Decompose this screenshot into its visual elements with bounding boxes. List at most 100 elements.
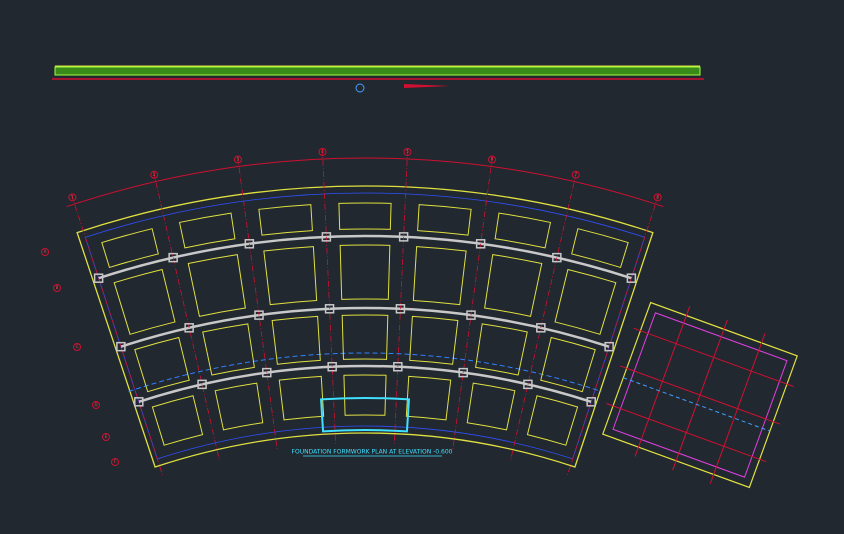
room-outline — [101, 228, 159, 269]
room-outline — [475, 323, 528, 376]
column — [398, 232, 409, 242]
column — [254, 310, 264, 320]
grid-line — [510, 171, 577, 460]
column — [93, 273, 104, 283]
room-outline — [409, 315, 459, 365]
column — [523, 379, 533, 390]
elevation-strip — [52, 65, 704, 93]
room-outline — [338, 202, 392, 230]
column — [168, 252, 178, 263]
room-outline — [466, 382, 516, 431]
column — [586, 397, 596, 407]
column — [536, 323, 546, 333]
beam-arc — [98, 234, 632, 280]
beam-arc — [120, 306, 610, 348]
grid-bubble — [68, 193, 77, 202]
grid-label: 8 — [656, 194, 659, 199]
grid-line — [322, 148, 337, 444]
grid-label: 7 — [574, 172, 577, 177]
stair-core — [319, 396, 411, 433]
room-outline — [571, 228, 629, 269]
room-outline — [263, 246, 318, 306]
room-outline — [412, 246, 467, 306]
room-outline — [258, 204, 313, 236]
grid-label: 3 — [237, 157, 240, 162]
grid-line — [452, 156, 493, 449]
column — [604, 341, 614, 352]
strip-arrow — [404, 84, 450, 88]
grid-label: 4 — [321, 149, 324, 154]
grid-label: A — [44, 249, 47, 254]
room-outline — [151, 395, 204, 446]
block-axis — [623, 377, 771, 432]
column — [466, 310, 476, 320]
block-grid — [633, 327, 794, 387]
grid-bubble — [488, 155, 497, 164]
grid-label: D — [94, 402, 97, 407]
drawing-title: FOUNDATION FORMWORK PLAN AT ELEVATION -0… — [292, 449, 453, 456]
grid-bubble — [318, 147, 327, 156]
block-grid — [709, 333, 766, 485]
grid-bubble — [233, 155, 242, 164]
strip-symbol — [355, 83, 365, 93]
room-outline — [278, 375, 325, 421]
room-outline — [484, 254, 543, 317]
room-outline — [540, 336, 596, 393]
grid-bubble — [41, 248, 49, 256]
room-outline — [113, 268, 176, 335]
column — [552, 252, 562, 263]
room-outline — [178, 212, 236, 249]
column — [262, 367, 272, 378]
block-grid — [672, 319, 728, 471]
room-outline — [417, 204, 472, 236]
room-outline — [554, 268, 617, 335]
room-outline — [343, 374, 387, 416]
grid-line — [393, 148, 408, 444]
grid-line — [237, 156, 278, 449]
column — [197, 379, 207, 390]
room-outline — [202, 323, 255, 376]
grid-bubble — [111, 458, 119, 466]
column — [184, 323, 194, 333]
block-grid — [606, 403, 767, 463]
grid-line — [567, 194, 659, 476]
grid-label: B — [56, 285, 59, 290]
grid-line — [71, 194, 163, 476]
column — [244, 239, 255, 249]
grid-label: C — [76, 344, 79, 349]
grid-label: 1 — [71, 194, 74, 199]
column — [458, 367, 468, 378]
column — [321, 232, 332, 242]
room-outline — [341, 314, 389, 360]
column — [475, 239, 486, 249]
room-outline — [134, 336, 190, 393]
dimension-arc — [66, 157, 664, 208]
room-outline — [214, 382, 264, 431]
column — [134, 397, 144, 407]
room-outline — [187, 254, 246, 317]
column — [324, 304, 335, 314]
plan-outline — [76, 185, 654, 468]
room-outline — [405, 375, 452, 421]
grid-bubble — [92, 401, 100, 409]
room-outline — [494, 212, 552, 249]
room-outline — [526, 395, 579, 446]
block-grid — [634, 305, 691, 457]
grid-label: 5 — [406, 149, 409, 154]
side-block — [601, 301, 799, 489]
grid-label: E — [105, 434, 108, 439]
room-outline — [339, 244, 391, 300]
column — [393, 361, 403, 372]
grid-label: 6 — [491, 157, 494, 162]
room-outline — [271, 315, 321, 365]
grid-label: 2 — [153, 172, 156, 177]
grid-bubble — [653, 193, 662, 202]
grid-label: F — [114, 459, 117, 464]
column — [327, 361, 337, 372]
column — [395, 304, 406, 314]
grid-bubble — [571, 170, 580, 179]
grid-bubble — [53, 284, 61, 292]
grid-bubble — [73, 343, 81, 351]
